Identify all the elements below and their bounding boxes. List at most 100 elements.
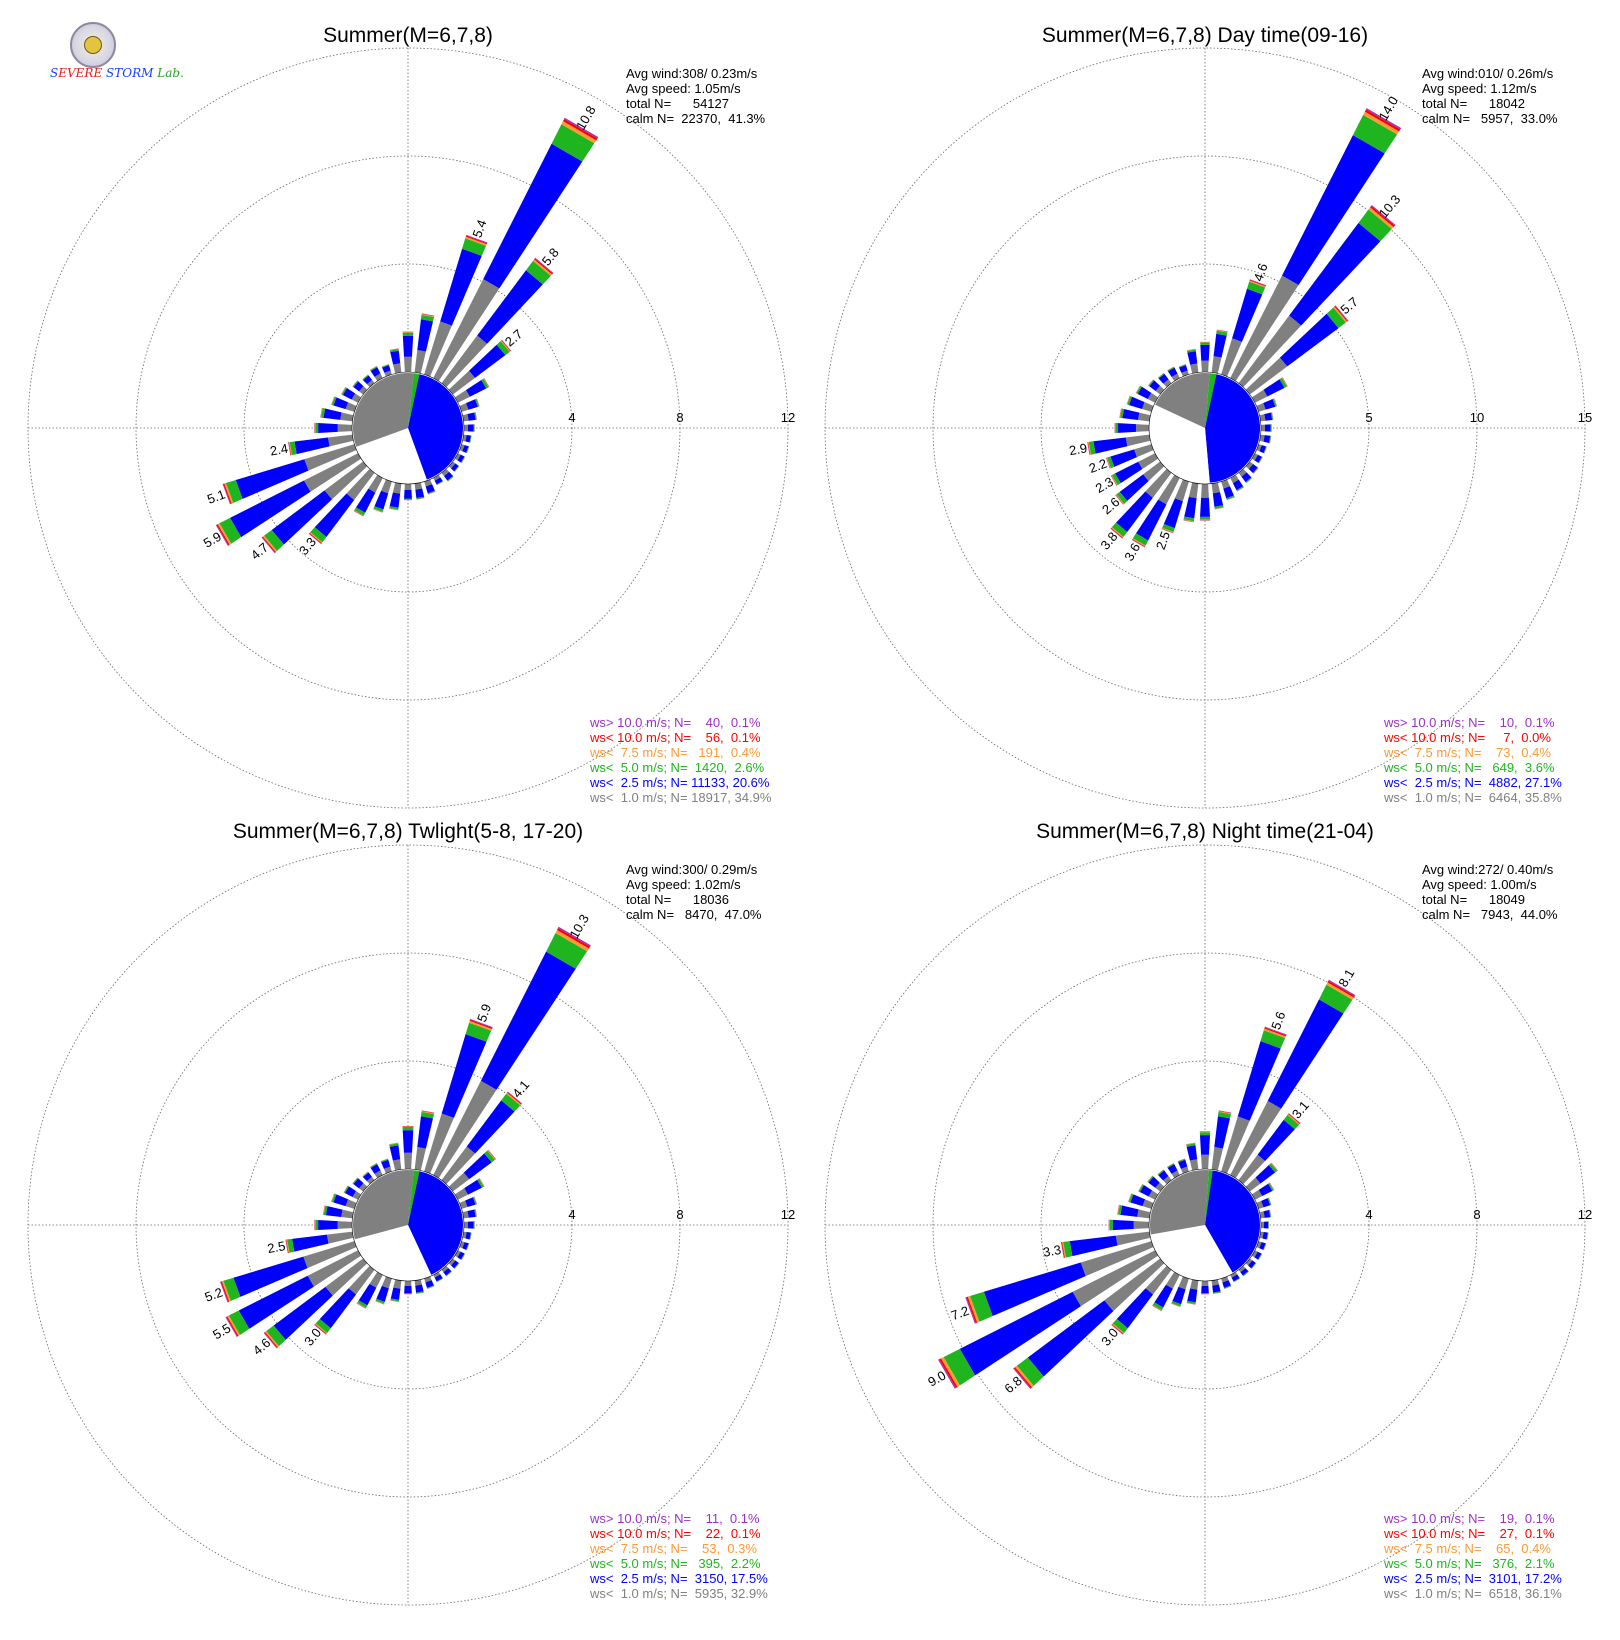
windrose-panel-3: 4 8 125.910.34.13.04.65.55.22.5Summer(M=6,… — [27, 820, 795, 1606]
petal-segment — [462, 414, 469, 422]
petal-segment — [323, 1205, 328, 1216]
petal-segment — [1177, 1158, 1185, 1162]
petal-segment — [264, 1331, 278, 1348]
petal-segment — [475, 412, 477, 420]
petal-segment — [1263, 1221, 1269, 1229]
petal-segment — [225, 1316, 238, 1337]
petal-segment — [1327, 980, 1355, 998]
petal-segment — [1269, 1209, 1272, 1218]
petal-segment — [1128, 1193, 1132, 1202]
petal-segment — [421, 314, 435, 318]
petal-segment — [1267, 999, 1344, 1109]
petal-segment — [1213, 333, 1227, 358]
petal-segment — [420, 1111, 435, 1119]
legend-entry: ws< 7.5 m/s; N= 65, 0.4% — [1383, 1541, 1551, 1556]
panel-title: Summer(M=6,7,8) Night time(21-04) — [1036, 820, 1374, 843]
petal-segment — [534, 257, 554, 274]
petal-segment — [1248, 464, 1258, 473]
petal-segment — [1258, 456, 1263, 464]
calm-pie-slice — [1155, 373, 1205, 428]
petal-segment — [331, 1193, 337, 1203]
ring-8 — [135, 155, 681, 701]
petal-segment — [1119, 408, 1122, 418]
petal-segment — [1232, 288, 1263, 342]
legend-entry: ws< 1.0 m/s; N= 6464, 35.8% — [1383, 790, 1562, 805]
petal-segment — [433, 1271, 441, 1278]
petal-segment — [1201, 1280, 1209, 1287]
petal-segment — [454, 1263, 460, 1269]
petal-segment — [476, 398, 480, 407]
petal-segment — [463, 1221, 469, 1229]
petal-segment — [1138, 1184, 1143, 1192]
petal-segment — [1186, 349, 1196, 353]
petal-segment — [1258, 1253, 1263, 1261]
petal-segment — [479, 1178, 485, 1187]
petal-segment — [1263, 399, 1276, 410]
petal-segment — [390, 1298, 400, 1302]
petal-segment — [466, 446, 470, 454]
petal-segment — [983, 1262, 1086, 1316]
petal-segment — [1062, 1241, 1066, 1258]
petal-segment — [352, 1177, 358, 1184]
ring-12 — [824, 844, 1586, 1606]
petal-segment — [1171, 1301, 1182, 1307]
petal-segment — [1147, 1175, 1153, 1182]
petal-segment — [1214, 1116, 1230, 1149]
petal-segment — [1157, 372, 1164, 378]
petal-segment — [459, 1241, 465, 1249]
petal-segment — [1125, 434, 1151, 447]
petal-segment — [217, 523, 232, 545]
petal-segment — [1287, 1114, 1300, 1125]
ring-12 — [27, 844, 789, 1606]
legend-entry: ws< 7.5 m/s; N= 191, 0.4% — [589, 745, 761, 760]
panel-title: Summer(M=6,7,8) — [323, 24, 493, 47]
petal-segment — [1371, 205, 1396, 226]
petal-segment — [1013, 1367, 1033, 1389]
petal-segment — [454, 1263, 460, 1269]
calm-pie-slice — [356, 428, 427, 483]
petal-segment — [376, 1285, 389, 1302]
petal-segment — [965, 1297, 976, 1324]
stats-line: calm N= 7943, 44.0% — [1422, 907, 1558, 922]
petal-segment — [362, 374, 369, 380]
petal-segment — [1111, 527, 1124, 538]
panel-title: Summer(M=6,7,8) Day time(09-16) — [1042, 24, 1368, 47]
petal-segment — [352, 380, 358, 387]
ring-4 — [243, 1060, 573, 1390]
petal-segment — [322, 1205, 325, 1215]
petal-segment — [454, 466, 460, 472]
petal-segment — [1213, 1292, 1221, 1294]
petal-segment — [271, 490, 333, 545]
petal-segment — [1259, 434, 1265, 442]
petal-value-label: 5.1 — [205, 487, 227, 507]
petal-segment — [1138, 453, 1159, 470]
petal-segment — [1364, 109, 1401, 132]
petal-segment — [1171, 1170, 1180, 1179]
stats-line: Avg speed: 1.00m/s — [1422, 877, 1537, 892]
petal-segment — [1241, 472, 1252, 483]
petal-segment — [1177, 1158, 1186, 1162]
petal-segment — [461, 456, 466, 464]
petal-segment — [340, 412, 354, 422]
petal-segment — [433, 474, 441, 481]
petal-segment — [1266, 1232, 1269, 1240]
petal-segment — [1186, 1142, 1196, 1145]
petal-segment — [1334, 305, 1348, 322]
petal-segment — [424, 321, 452, 377]
petal-segment — [469, 1018, 493, 1028]
petal-segment — [462, 238, 487, 256]
calm-pie-slice — [353, 373, 408, 447]
petal-value-label: 2.9 — [1068, 440, 1088, 458]
petal-segment — [403, 498, 413, 500]
petal-segment — [1161, 528, 1174, 534]
petal-segment — [343, 1185, 348, 1193]
petal-segment — [483, 378, 489, 388]
petal-segment — [427, 1286, 435, 1289]
petal-segment — [446, 1271, 452, 1277]
petal-segment — [1080, 1241, 1154, 1277]
petal-segment — [1145, 468, 1172, 498]
petal-segment — [320, 407, 323, 418]
petal-segment — [454, 1262, 460, 1269]
petal-segment — [1116, 491, 1153, 532]
petal-segment — [292, 1234, 329, 1252]
